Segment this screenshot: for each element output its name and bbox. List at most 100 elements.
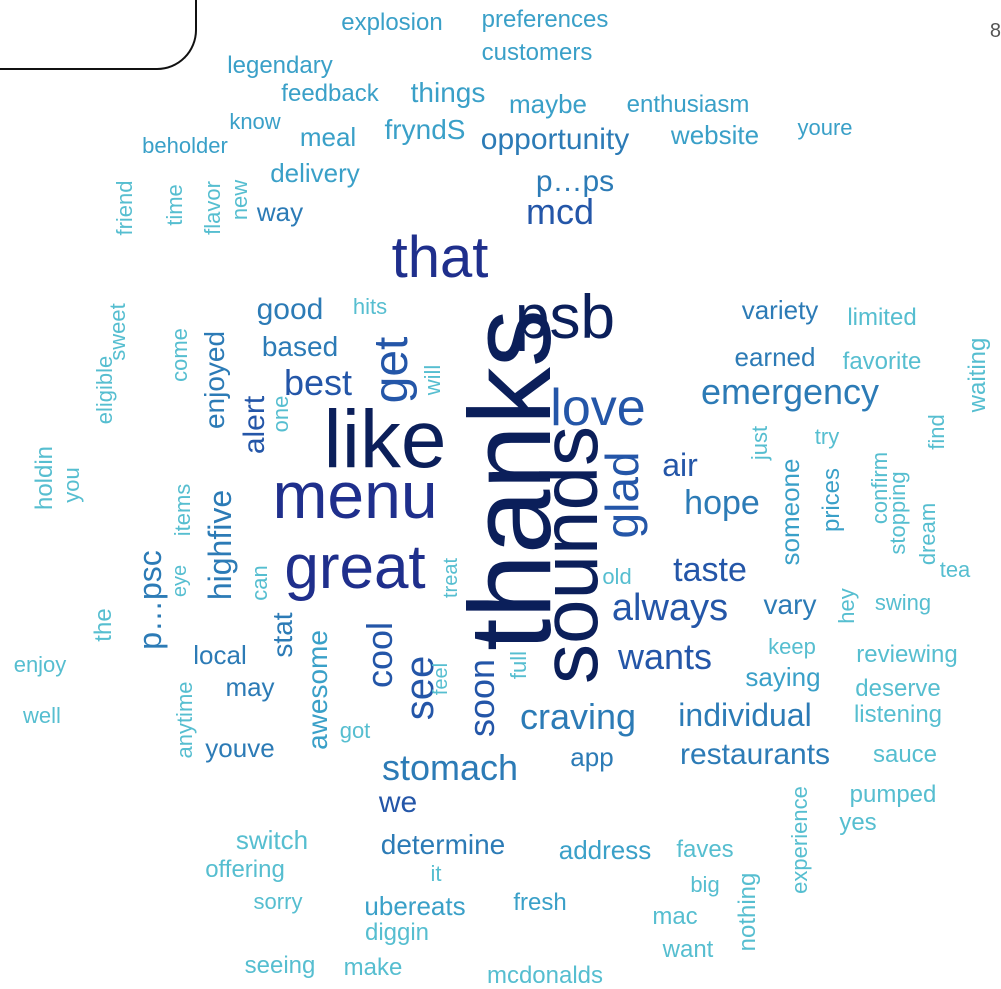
- word-well: well: [23, 703, 61, 728]
- word-earned: earned: [734, 342, 816, 372]
- word-preferences: preferences: [481, 6, 609, 33]
- word-way: way: [256, 197, 304, 227]
- page-number: 8: [989, 20, 1001, 42]
- word-eye: eye: [169, 564, 191, 598]
- word-p-psc: p…psc: [132, 550, 168, 650]
- word-individual: individual: [678, 697, 812, 733]
- word-meal: meal: [299, 122, 357, 152]
- word-enthusiasm: enthusiasm: [626, 91, 750, 118]
- word-just: just: [747, 425, 772, 461]
- word-mcdonalds: mcdonalds: [486, 962, 604, 989]
- word-get: get: [365, 336, 418, 404]
- word-youve: youve: [205, 733, 275, 763]
- word-local: local: [193, 640, 247, 670]
- word-maybe: maybe: [508, 89, 588, 119]
- word-reviewing: reviewing: [856, 641, 958, 668]
- word-keep: keep: [768, 634, 816, 659]
- word-new: new: [227, 179, 252, 221]
- word-pumped: pumped: [849, 781, 937, 808]
- word-dream: dream: [915, 502, 940, 566]
- word-restaurants: restaurants: [679, 738, 831, 771]
- callout-box-corner: [0, 0, 197, 70]
- word-will: will: [420, 364, 445, 396]
- word-that: that: [391, 225, 489, 290]
- word-things: things: [410, 77, 486, 108]
- word-alert: alert: [238, 395, 271, 455]
- word-feedback: feedback: [281, 80, 379, 107]
- word-offering: offering: [205, 856, 285, 883]
- word-yes: yes: [839, 809, 877, 836]
- word-it: it: [430, 861, 442, 886]
- word-faves: faves: [676, 836, 734, 863]
- word-opportunity: opportunity: [480, 123, 630, 156]
- word-beholder: beholder: [142, 133, 228, 158]
- word-seeing: seeing: [244, 952, 316, 979]
- word-website: website: [670, 120, 760, 150]
- word-time: time: [162, 184, 187, 226]
- word-stomach: stomach: [381, 747, 519, 788]
- word-make: make: [343, 954, 403, 981]
- word-menu: menu: [272, 458, 438, 532]
- word-old: old: [602, 564, 632, 589]
- word-fresh: fresh: [513, 889, 567, 916]
- word-emergency: emergency: [700, 371, 880, 412]
- word-got: got: [339, 718, 371, 743]
- word-come: come: [167, 328, 192, 382]
- word-eligible: eligible: [92, 355, 117, 425]
- word-prices: prices: [818, 467, 845, 533]
- word-saying: saying: [745, 662, 821, 692]
- word-nothing: nothing: [734, 872, 761, 952]
- word-the: the: [90, 608, 117, 642]
- word-someone: someone: [775, 458, 805, 566]
- word-like: like: [323, 394, 447, 485]
- word-soon: soon: [461, 658, 502, 738]
- word-determine: determine: [380, 829, 506, 860]
- word-may: may: [225, 672, 275, 702]
- word-love: love: [550, 379, 646, 437]
- word-good: good: [256, 293, 324, 326]
- word-favorite: favorite: [842, 348, 922, 375]
- word-big: big: [690, 872, 720, 897]
- word-enjoy: enjoy: [13, 652, 67, 677]
- word-deserve: deserve: [855, 675, 941, 702]
- word-treat: treat: [440, 557, 462, 599]
- word-explosion: explosion: [341, 9, 443, 36]
- word-holdin: holdin: [31, 445, 58, 511]
- word-app: app: [570, 742, 614, 772]
- word-listening: listening: [853, 701, 943, 728]
- word-craving: craving: [519, 696, 637, 737]
- word-glad: glad: [596, 451, 648, 539]
- word-address: address: [558, 835, 652, 865]
- word-hope: hope: [684, 484, 760, 522]
- word-tea: tea: [939, 557, 971, 582]
- word-enjoyed: enjoyed: [199, 330, 230, 430]
- word-diggin: diggin: [364, 919, 430, 946]
- word-hey: hey: [834, 588, 859, 624]
- word-always: always: [611, 587, 729, 629]
- word-youre: youre: [797, 115, 853, 140]
- word-sorry: sorry: [253, 889, 303, 914]
- word-friend: friend: [112, 180, 137, 236]
- word-find: find: [924, 414, 949, 450]
- word-delivery: delivery: [270, 158, 360, 188]
- word-full: full: [506, 650, 531, 680]
- word-stat: stat: [267, 612, 298, 658]
- word-mac: mac: [652, 903, 698, 930]
- word-items: items: [170, 483, 195, 537]
- word-can: can: [247, 565, 272, 601]
- word-we: we: [378, 786, 418, 819]
- word-try: try: [814, 424, 840, 449]
- word-legendary: legendary: [227, 52, 333, 79]
- word-frynds: fryndS: [384, 114, 466, 145]
- word-wants: wants: [617, 636, 713, 677]
- word-sauce: sauce: [872, 741, 938, 768]
- word-highfive: highfive: [202, 489, 238, 601]
- word-cool: cool: [359, 621, 400, 689]
- word-psb: psb: [515, 283, 615, 352]
- word-taste: taste: [673, 551, 747, 589]
- word-sweet: sweet: [105, 303, 130, 361]
- word-know: know: [229, 109, 281, 134]
- word-experience: experience: [787, 786, 812, 894]
- word-customers: customers: [481, 39, 593, 66]
